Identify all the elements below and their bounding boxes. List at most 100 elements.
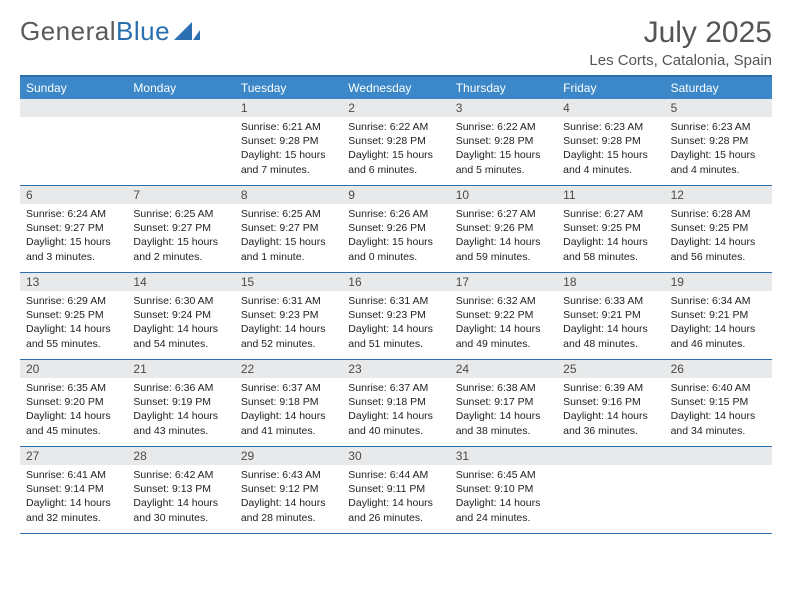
day-number: 10	[450, 186, 557, 204]
header: GeneralBlue July 2025 Les Corts, Catalon…	[20, 16, 772, 69]
day-number: 3	[450, 99, 557, 117]
day-content: Sunrise: 6:38 AMSunset: 9:17 PMDaylight:…	[450, 378, 557, 444]
week-row: 27Sunrise: 6:41 AMSunset: 9:14 PMDayligh…	[20, 447, 772, 534]
day-number: 20	[20, 360, 127, 378]
day-content: Sunrise: 6:25 AMSunset: 9:27 PMDaylight:…	[127, 204, 234, 270]
sunset-text: Sunset: 9:18 PM	[241, 395, 336, 409]
sunrise-text: Sunrise: 6:44 AM	[348, 468, 443, 482]
day-number: 11	[557, 186, 664, 204]
day-content: Sunrise: 6:24 AMSunset: 9:27 PMDaylight:…	[20, 204, 127, 270]
sunrise-text: Sunrise: 6:31 AM	[241, 294, 336, 308]
day-cell: 13Sunrise: 6:29 AMSunset: 9:25 PMDayligh…	[20, 273, 127, 359]
sunrise-text: Sunrise: 6:22 AM	[348, 120, 443, 134]
day-number: 23	[342, 360, 449, 378]
sunrise-text: Sunrise: 6:21 AM	[241, 120, 336, 134]
daylight-text: Daylight: 14 hours and 48 minutes.	[563, 322, 658, 350]
day-cell: 4Sunrise: 6:23 AMSunset: 9:28 PMDaylight…	[557, 99, 664, 185]
day-number: 25	[557, 360, 664, 378]
sunrise-text: Sunrise: 6:25 AM	[241, 207, 336, 221]
page-subtitle: Les Corts, Catalonia, Spain	[589, 52, 772, 69]
day-number: 4	[557, 99, 664, 117]
sunset-text: Sunset: 9:27 PM	[26, 221, 121, 235]
day-cell: 6Sunrise: 6:24 AMSunset: 9:27 PMDaylight…	[20, 186, 127, 272]
day-cell: 29Sunrise: 6:43 AMSunset: 9:12 PMDayligh…	[235, 447, 342, 533]
sunrise-text: Sunrise: 6:30 AM	[133, 294, 228, 308]
page-title: July 2025	[589, 16, 772, 50]
sunset-text: Sunset: 9:17 PM	[456, 395, 551, 409]
day-content: Sunrise: 6:26 AMSunset: 9:26 PMDaylight:…	[342, 204, 449, 270]
weekday-header: Saturday	[665, 77, 772, 99]
sunset-text: Sunset: 9:11 PM	[348, 482, 443, 496]
sunrise-text: Sunrise: 6:33 AM	[563, 294, 658, 308]
weekday-header: Wednesday	[342, 77, 449, 99]
sunrise-text: Sunrise: 6:37 AM	[348, 381, 443, 395]
logo-sail-icon	[174, 22, 200, 42]
week-row: 20Sunrise: 6:35 AMSunset: 9:20 PMDayligh…	[20, 360, 772, 447]
sunrise-text: Sunrise: 6:31 AM	[348, 294, 443, 308]
daylight-text: Daylight: 15 hours and 5 minutes.	[456, 148, 551, 176]
day-cell: 19Sunrise: 6:34 AMSunset: 9:21 PMDayligh…	[665, 273, 772, 359]
daylight-text: Daylight: 15 hours and 0 minutes.	[348, 235, 443, 263]
sunrise-text: Sunrise: 6:32 AM	[456, 294, 551, 308]
daylight-text: Daylight: 14 hours and 54 minutes.	[133, 322, 228, 350]
daylight-text: Daylight: 14 hours and 38 minutes.	[456, 409, 551, 437]
daylight-text: Daylight: 14 hours and 56 minutes.	[671, 235, 766, 263]
sunset-text: Sunset: 9:22 PM	[456, 308, 551, 322]
day-cell: 11Sunrise: 6:27 AMSunset: 9:25 PMDayligh…	[557, 186, 664, 272]
day-cell	[20, 99, 127, 185]
daylight-text: Daylight: 14 hours and 24 minutes.	[456, 496, 551, 524]
day-content: Sunrise: 6:23 AMSunset: 9:28 PMDaylight:…	[557, 117, 664, 183]
sunrise-text: Sunrise: 6:28 AM	[671, 207, 766, 221]
day-cell	[557, 447, 664, 533]
day-content: Sunrise: 6:33 AMSunset: 9:21 PMDaylight:…	[557, 291, 664, 357]
day-content: Sunrise: 6:40 AMSunset: 9:15 PMDaylight:…	[665, 378, 772, 444]
sunrise-text: Sunrise: 6:34 AM	[671, 294, 766, 308]
day-number: 22	[235, 360, 342, 378]
day-content: Sunrise: 6:42 AMSunset: 9:13 PMDaylight:…	[127, 465, 234, 531]
daylight-text: Daylight: 14 hours and 58 minutes.	[563, 235, 658, 263]
day-number	[20, 99, 127, 117]
sunrise-text: Sunrise: 6:27 AM	[456, 207, 551, 221]
sunrise-text: Sunrise: 6:29 AM	[26, 294, 121, 308]
day-content: Sunrise: 6:30 AMSunset: 9:24 PMDaylight:…	[127, 291, 234, 357]
day-content: Sunrise: 6:29 AMSunset: 9:25 PMDaylight:…	[20, 291, 127, 357]
sunset-text: Sunset: 9:28 PM	[241, 134, 336, 148]
day-cell: 26Sunrise: 6:40 AMSunset: 9:15 PMDayligh…	[665, 360, 772, 446]
day-content: Sunrise: 6:37 AMSunset: 9:18 PMDaylight:…	[342, 378, 449, 444]
sunset-text: Sunset: 9:21 PM	[563, 308, 658, 322]
day-content: Sunrise: 6:32 AMSunset: 9:22 PMDaylight:…	[450, 291, 557, 357]
day-number: 24	[450, 360, 557, 378]
sunset-text: Sunset: 9:12 PM	[241, 482, 336, 496]
day-number: 16	[342, 273, 449, 291]
sunrise-text: Sunrise: 6:22 AM	[456, 120, 551, 134]
day-number	[665, 447, 772, 465]
day-number: 6	[20, 186, 127, 204]
daylight-text: Daylight: 14 hours and 51 minutes.	[348, 322, 443, 350]
day-content: Sunrise: 6:31 AMSunset: 9:23 PMDaylight:…	[342, 291, 449, 357]
week-row: 6Sunrise: 6:24 AMSunset: 9:27 PMDaylight…	[20, 186, 772, 273]
daylight-text: Daylight: 14 hours and 26 minutes.	[348, 496, 443, 524]
sunset-text: Sunset: 9:19 PM	[133, 395, 228, 409]
sunset-text: Sunset: 9:24 PM	[133, 308, 228, 322]
day-cell: 28Sunrise: 6:42 AMSunset: 9:13 PMDayligh…	[127, 447, 234, 533]
day-cell: 1Sunrise: 6:21 AMSunset: 9:28 PMDaylight…	[235, 99, 342, 185]
weeks-container: 1Sunrise: 6:21 AMSunset: 9:28 PMDaylight…	[20, 99, 772, 534]
sunset-text: Sunset: 9:28 PM	[563, 134, 658, 148]
sunrise-text: Sunrise: 6:40 AM	[671, 381, 766, 395]
day-number: 30	[342, 447, 449, 465]
sunrise-text: Sunrise: 6:38 AM	[456, 381, 551, 395]
sunrise-text: Sunrise: 6:39 AM	[563, 381, 658, 395]
day-cell: 22Sunrise: 6:37 AMSunset: 9:18 PMDayligh…	[235, 360, 342, 446]
title-block: July 2025 Les Corts, Catalonia, Spain	[589, 16, 772, 69]
day-cell: 20Sunrise: 6:35 AMSunset: 9:20 PMDayligh…	[20, 360, 127, 446]
day-content: Sunrise: 6:22 AMSunset: 9:28 PMDaylight:…	[342, 117, 449, 183]
day-content: Sunrise: 6:22 AMSunset: 9:28 PMDaylight:…	[450, 117, 557, 183]
day-number: 17	[450, 273, 557, 291]
sunrise-text: Sunrise: 6:24 AM	[26, 207, 121, 221]
logo: GeneralBlue	[20, 16, 200, 47]
sunset-text: Sunset: 9:16 PM	[563, 395, 658, 409]
day-cell: 18Sunrise: 6:33 AMSunset: 9:21 PMDayligh…	[557, 273, 664, 359]
sunset-text: Sunset: 9:25 PM	[26, 308, 121, 322]
day-number: 28	[127, 447, 234, 465]
sunset-text: Sunset: 9:28 PM	[348, 134, 443, 148]
